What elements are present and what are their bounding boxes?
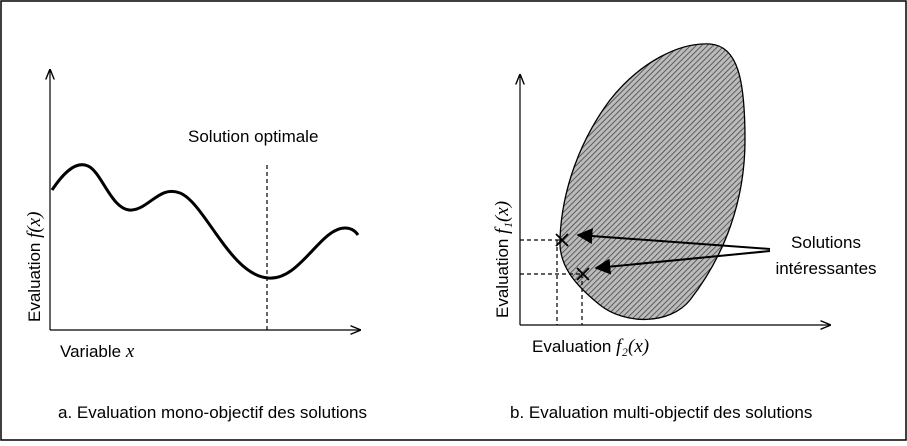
panel-a — [50, 70, 360, 330]
annotation-line: intéressantes — [775, 259, 876, 278]
feasible-region — [559, 43, 746, 321]
annotation-line: Solutions — [791, 233, 861, 252]
caption: b. Evaluation multi-objectif des solutio… — [510, 403, 812, 422]
x-label-math: x — [125, 341, 135, 362]
x-label-text: Variable — [60, 342, 121, 361]
y-label-math: f(x) — [24, 212, 45, 238]
panel-b — [520, 43, 830, 325]
x-label: Evaluation f₂(x) — [532, 336, 649, 357]
arrow — [594, 250, 771, 275]
dashed-guides — [520, 239, 583, 325]
x-label: Variable x — [60, 341, 135, 362]
y-label: Evaluation f(x) — [24, 212, 45, 323]
arrow — [576, 228, 771, 250]
annotation: Solution optimale — [188, 127, 318, 146]
y-label: Evaluation f₁(x) — [492, 201, 513, 318]
y-label-math: f₁(x) — [492, 201, 513, 234]
curve — [50, 163, 360, 280]
y-label-text: Evaluation — [493, 239, 512, 318]
caption: a. Evaluation mono-objectif des solution… — [58, 403, 367, 422]
x-label-math: f₂(x) — [616, 336, 649, 357]
solution-marks — [555, 233, 590, 281]
y-label-text: Evaluation — [25, 243, 44, 322]
x-label-text: Evaluation — [532, 337, 611, 356]
